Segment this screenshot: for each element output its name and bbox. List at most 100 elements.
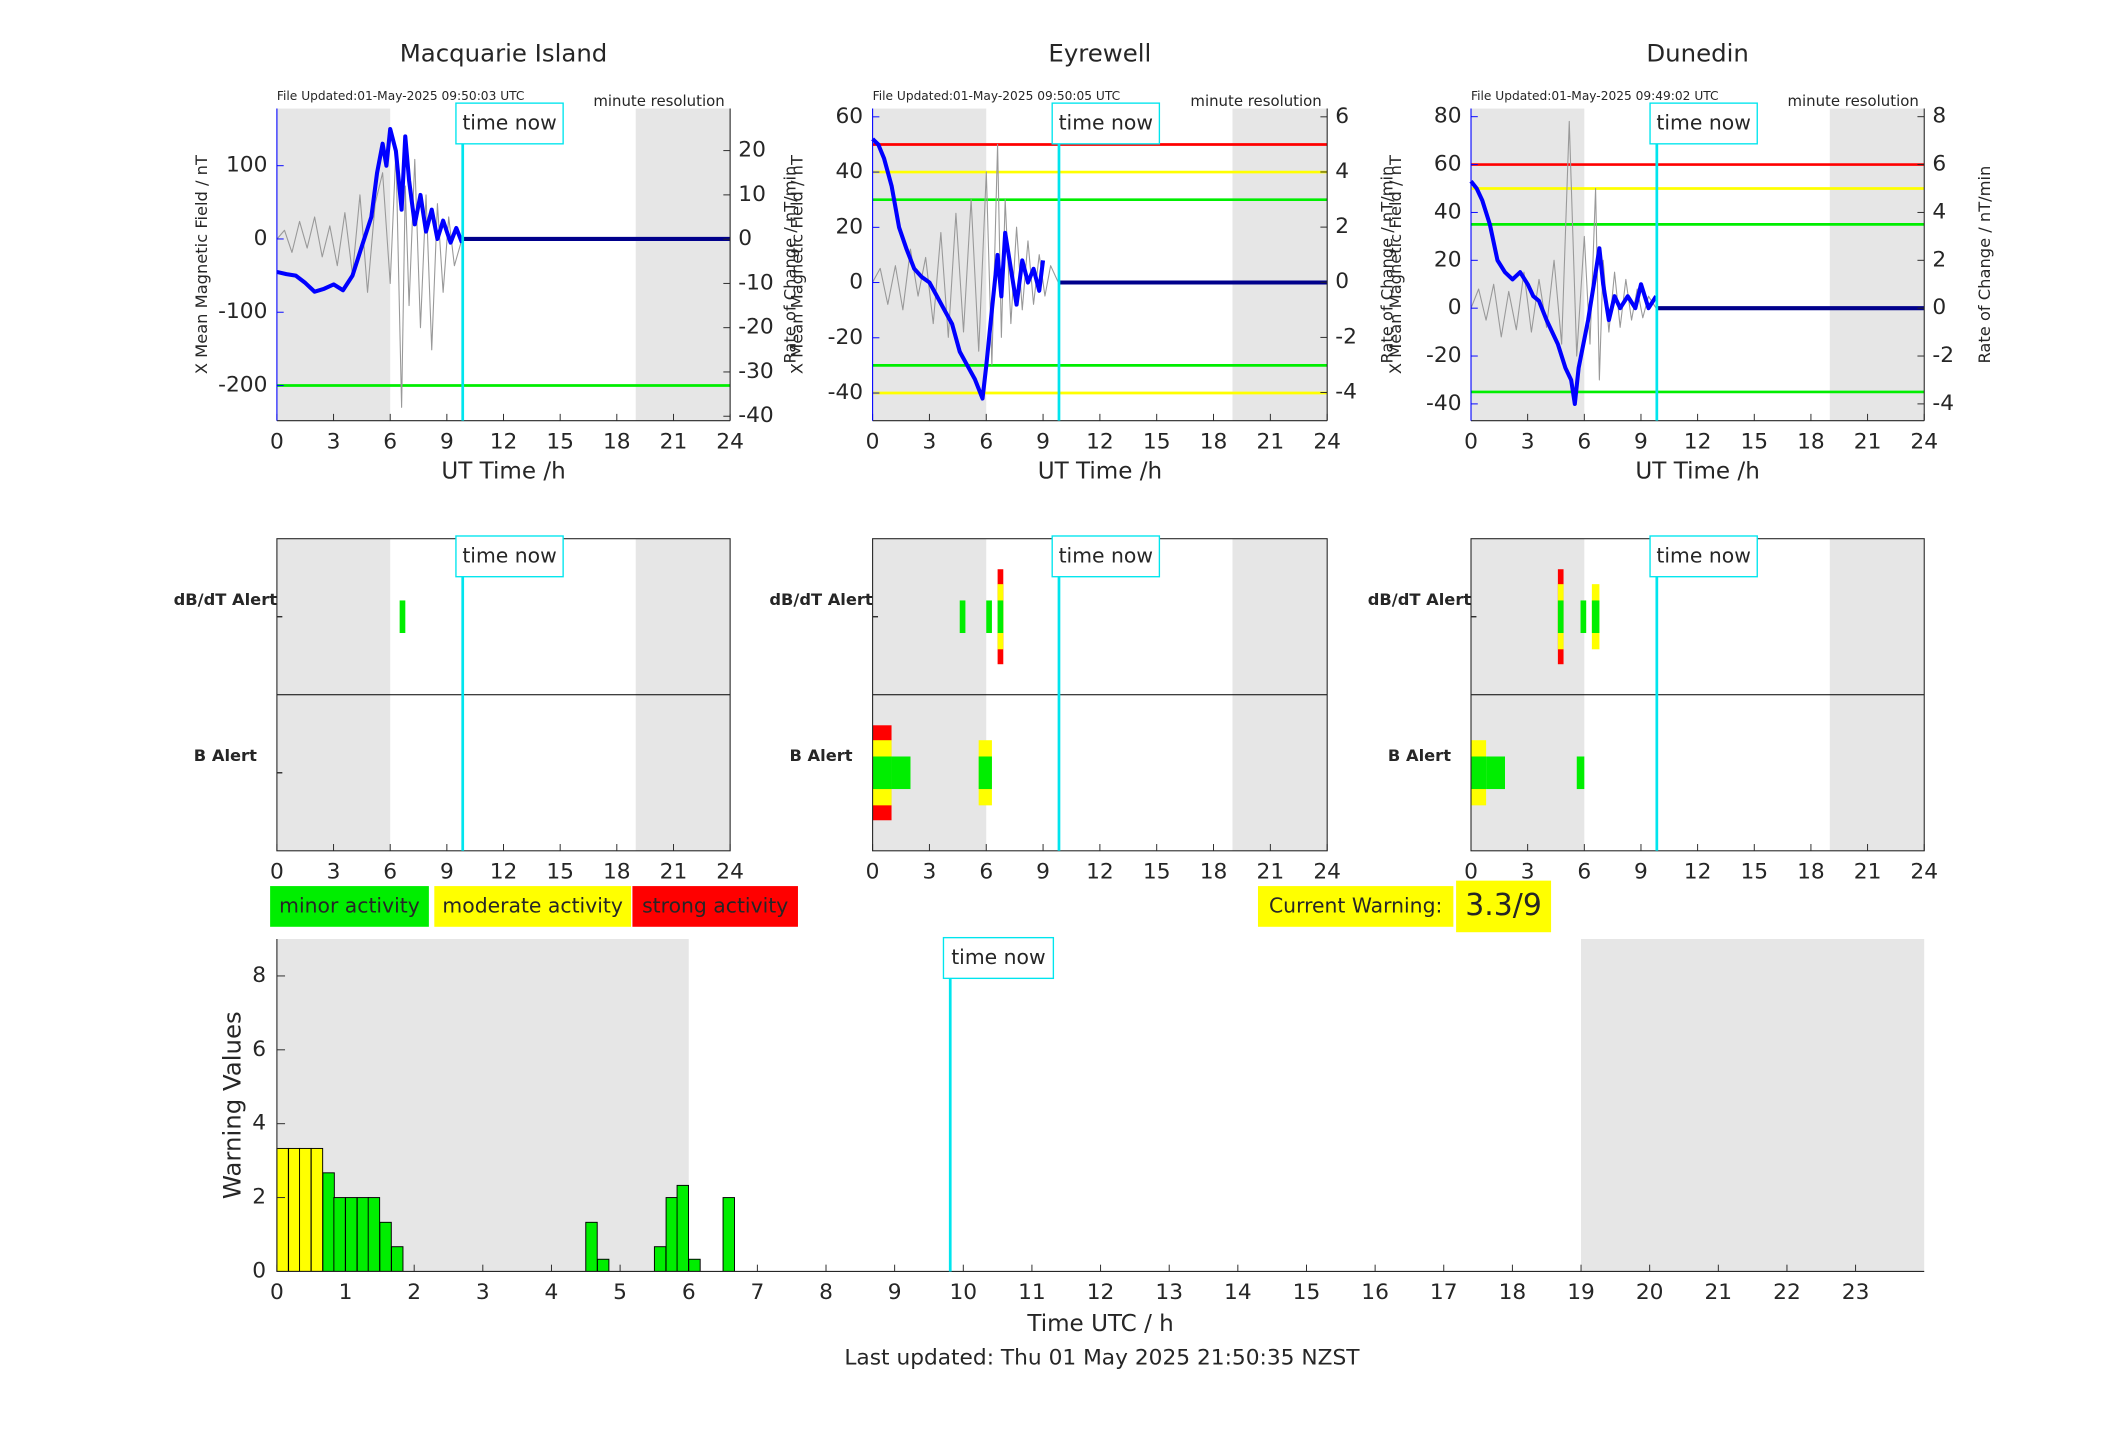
resolution-note: minute resolution [1787,92,1918,110]
warning-bar [299,1147,312,1272]
y2-tick-label: 2 [1335,214,1349,239]
row-label: dB/dT Alert [769,590,873,609]
data-line [1469,180,1658,406]
warning-bar [596,1258,610,1272]
y-axis-label: X Mean Magnetic Field / nT [1386,155,1405,374]
legend-swatch [632,886,798,927]
warning-label-box [1257,886,1454,927]
x-tick-label: 23 [1842,1280,1870,1305]
x-tick-label: 24 [716,860,744,885]
x-tick-label: 2 [407,1280,421,1305]
x-tick-label: 6 [383,429,397,454]
warning-value-box [1456,880,1552,933]
y-tick-label: 80 [1434,104,1462,129]
x-tick-label: 15 [1740,429,1768,454]
row-label: B Alert [1388,746,1451,765]
warning-bar [367,1197,381,1272]
warning-label: Current Warning: [1269,893,1442,917]
x-tick-label: 21 [660,860,688,885]
time-now-box [1051,102,1161,145]
y2-tick-label: 0 [1335,269,1349,294]
x-tick-label: 12 [1086,429,1114,454]
y2-tick-label: 8 [1932,104,1946,129]
x-tick-label: 9 [440,429,454,454]
x-tick-label: 19 [1567,1280,1595,1305]
alert-block [1591,600,1600,634]
y2-tick-label: 4 [1932,199,1946,224]
x-tick-label: 3 [1521,429,1535,454]
resolution-note: minute resolution [1190,92,1321,110]
y-axis-label: Warning Values [217,1011,246,1199]
warning-bar [379,1221,392,1272]
x-tick-label: 0 [1464,429,1478,454]
x-tick-label: 0 [270,860,284,885]
legend-label: strong activity [642,893,788,917]
x-tick-label: 12 [1684,429,1712,454]
x-tick-label: 9 [1634,860,1648,885]
x-tick-label: 3 [923,429,937,454]
y-tick-label: 8 [252,963,266,988]
row-label: B Alert [194,746,257,765]
x-tick-label: 15 [1293,1280,1321,1305]
time-now-label: time now [1656,110,1750,134]
x-axis-label: UT Time /h [1635,459,1759,485]
x-tick-label: 21 [1854,429,1882,454]
row-label: dB/dT Alert [1368,590,1472,609]
x-tick-label: 18 [1797,429,1825,454]
x-tick-label: 18 [1499,1280,1527,1305]
y-tick-label: 40 [835,159,863,184]
warning-value: 3.3/9 [1465,888,1542,923]
warning-bar [333,1197,346,1272]
x-tick-label: 24 [716,429,744,454]
alert-block [997,600,1004,634]
alert-block [1580,600,1587,634]
y2-axis-label: Rate of Change / nT/min [1975,166,1994,364]
file-updated: File Updated:01-May-2025 09:50:03 UTC [277,89,525,103]
x-tick-label: 18 [603,429,631,454]
x-tick-label: 3 [923,860,937,885]
x-tick-label: 0 [866,429,880,454]
data-line [872,143,1059,366]
legend-swatch [270,886,429,927]
night-shade [1232,108,1328,421]
y-tick-label: 60 [1434,152,1462,177]
x-tick-label: 24 [1313,860,1341,885]
x-tick-label: 17 [1430,1280,1458,1305]
warning-bar [288,1147,301,1272]
x-tick-label: 9 [888,1280,902,1305]
x-tick-label: 15 [1143,429,1171,454]
x-axis-label: UT Time /h [441,459,565,485]
alert-block [1471,756,1487,790]
y2-tick-label: 10 [738,182,766,207]
alert-block [872,756,892,790]
alert-block [986,600,992,634]
y2-tick-label: 2 [1932,247,1946,272]
resolution-note: minute resolution [593,92,724,110]
x-tick-label: 20 [1636,1280,1664,1305]
time-now-box [1649,102,1758,145]
x-tick-label: 24 [1910,860,1938,885]
time-now-box [942,936,1055,980]
footer: Last updated: Thu 01 May 2025 21:50:35 N… [844,1345,1360,1370]
y-tick-label: -40 [1426,391,1461,416]
warning-bar [322,1172,335,1272]
x-tick-label: 1 [339,1280,353,1305]
x-tick-label: 3 [476,1280,490,1305]
x-tick-label: 6 [383,860,397,885]
y-tick-label: 0 [1448,295,1462,320]
x-tick-label: 9 [1036,429,1050,454]
y-axis-label: X Mean Magnetic Field / nT [192,155,211,374]
x-tick-label: 10 [949,1280,977,1305]
y-tick-label: 20 [835,214,863,239]
warning-bar [310,1147,324,1272]
x-tick-label: 6 [979,860,993,885]
x-tick-label: 0 [270,1280,284,1305]
x-tick-label: 12 [490,860,518,885]
y-tick-label: 0 [849,270,863,295]
y-tick-label: 20 [1434,247,1462,272]
x-tick-label: 4 [545,1280,559,1305]
alert-block [978,756,992,790]
y2-tick-label: -2 [1932,343,1954,368]
time-now-label: time now [1656,543,1750,567]
y2-axis-label: Rate of Change / nT/min [1378,166,1397,364]
